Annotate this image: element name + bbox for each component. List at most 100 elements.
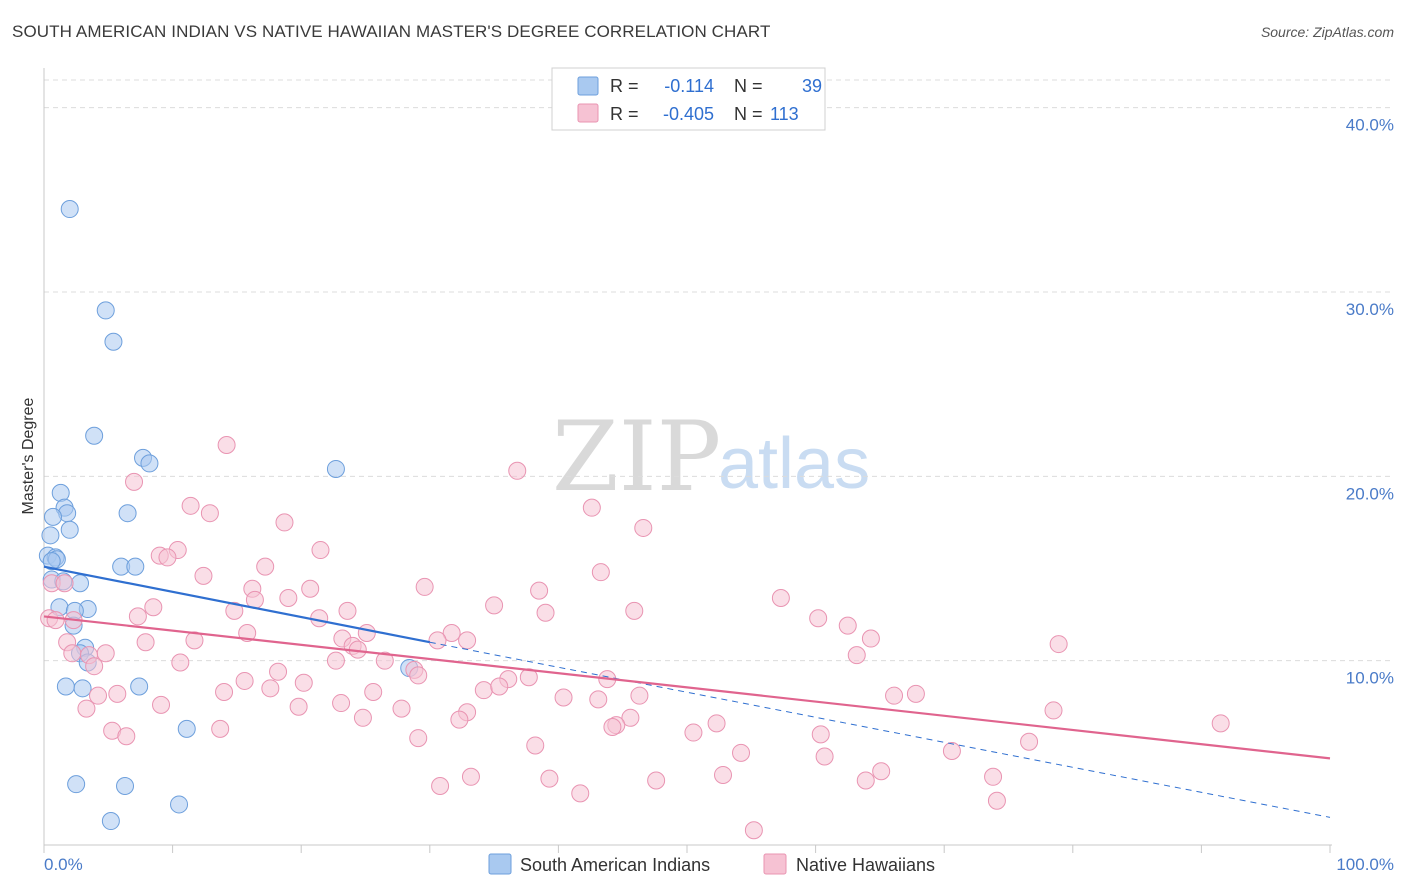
point-native-hawaiian-98 bbox=[1020, 732, 1039, 751]
point-south-american-indian-10 bbox=[118, 504, 137, 523]
point-native-hawaiian-20 bbox=[530, 581, 549, 600]
point-native-hawaiian-59 bbox=[269, 662, 288, 681]
point-native-hawaiian-13 bbox=[591, 563, 610, 582]
point-native-hawaiian-35 bbox=[46, 611, 65, 630]
point-native-hawaiian-69 bbox=[215, 683, 234, 701]
point-native-hawaiian-83 bbox=[77, 699, 96, 718]
point-south-american-indian-31 bbox=[56, 677, 75, 696]
point-native-hawaiian-19 bbox=[415, 577, 434, 596]
point-native-hawaiian-95 bbox=[811, 725, 830, 744]
point-native-hawaiian-44 bbox=[136, 633, 155, 652]
point-south-american-indian-3 bbox=[85, 426, 104, 445]
legend-n-label-2: N = bbox=[734, 104, 763, 124]
point-native-hawaiian-92 bbox=[211, 719, 230, 738]
point-south-american-indian-1 bbox=[96, 301, 115, 320]
point-native-hawaiian-1 bbox=[508, 461, 527, 480]
ticks: 10.0% 20.0% 30.0% 40.0% bbox=[43, 116, 1394, 853]
point-native-hawaiian-11 bbox=[158, 548, 177, 567]
point-native-hawaiian-68 bbox=[490, 677, 509, 696]
point-native-hawaiian-36 bbox=[838, 616, 857, 635]
y-tick-label-10: 10.0% bbox=[1346, 669, 1394, 688]
legend: R = -0.114 N = 39 R = -0.405 N = 113 bbox=[551, 67, 826, 131]
point-native-hawaiian-79 bbox=[152, 695, 171, 714]
point-native-hawaiian-29 bbox=[625, 601, 644, 620]
point-native-hawaiian-37 bbox=[238, 624, 257, 643]
trend-extension-south-american-indians bbox=[429, 641, 1331, 818]
point-south-american-indian-17 bbox=[42, 552, 61, 571]
legend-r-value-2: -0.405 bbox=[663, 104, 714, 124]
point-native-hawaiian-103 bbox=[872, 762, 891, 781]
point-south-american-indian-5 bbox=[140, 454, 159, 473]
point-south-american-indian-6 bbox=[326, 459, 345, 478]
point-native-hawaiian-0 bbox=[217, 435, 236, 454]
legend-swatch-pink bbox=[577, 103, 599, 123]
point-native-hawaiian-104 bbox=[714, 765, 733, 784]
point-native-hawaiian-109 bbox=[984, 767, 1003, 786]
legend-r-label-2: R = bbox=[610, 104, 639, 124]
point-native-hawaiian-7 bbox=[634, 518, 653, 537]
legend-n-value-1: 39 bbox=[802, 76, 822, 96]
point-native-hawaiian-84 bbox=[1044, 701, 1063, 720]
point-native-hawaiian-57 bbox=[85, 657, 104, 676]
point-native-hawaiian-101 bbox=[732, 743, 751, 762]
point-native-hawaiian-45 bbox=[185, 631, 204, 650]
chart-source: Source: ZipAtlas.com bbox=[1260, 24, 1394, 40]
point-native-hawaiian-72 bbox=[89, 686, 108, 705]
y-tick-label-40: 40.0% bbox=[1346, 116, 1394, 135]
point-native-hawaiian-6 bbox=[275, 513, 294, 532]
point-native-hawaiian-110 bbox=[431, 777, 450, 796]
point-native-hawaiian-90 bbox=[707, 714, 726, 733]
legend-swatch-blue bbox=[577, 76, 599, 96]
point-native-hawaiian-22 bbox=[279, 588, 298, 607]
point-native-hawaiian-39 bbox=[442, 624, 461, 643]
point-native-hawaiian-14 bbox=[194, 566, 213, 585]
point-native-hawaiian-96 bbox=[409, 729, 428, 748]
point-south-american-indian-36 bbox=[116, 777, 135, 796]
point-native-hawaiian-97 bbox=[117, 727, 136, 746]
point-native-hawaiian-73 bbox=[630, 686, 649, 705]
point-native-hawaiian-111 bbox=[571, 784, 590, 803]
point-native-hawaiian-113 bbox=[744, 821, 763, 840]
point-native-hawaiian-94 bbox=[684, 723, 703, 742]
point-native-hawaiian-53 bbox=[847, 646, 866, 665]
bottom-legend: South American Indians Native Hawaiians bbox=[488, 853, 935, 875]
point-native-hawaiian-50 bbox=[63, 644, 82, 663]
point-south-american-indian-13 bbox=[41, 526, 60, 545]
point-native-hawaiian-76 bbox=[554, 688, 573, 707]
y-tick-label-30: 30.0% bbox=[1346, 300, 1394, 319]
point-native-hawaiian-48 bbox=[1049, 635, 1068, 654]
series-south-american-indians bbox=[38, 200, 419, 831]
point-native-hawaiian-18 bbox=[301, 579, 320, 598]
point-native-hawaiian-67 bbox=[474, 681, 493, 700]
trend-line-native-hawaiians bbox=[43, 615, 1331, 760]
point-native-hawaiian-82 bbox=[289, 697, 308, 716]
point-native-hawaiian-41 bbox=[861, 629, 880, 648]
point-native-hawaiian-71 bbox=[108, 684, 127, 703]
point-native-hawaiian-86 bbox=[353, 708, 372, 727]
point-south-american-indian-34 bbox=[177, 719, 196, 738]
point-native-hawaiian-74 bbox=[885, 686, 904, 705]
x-tick-label-min: 0.0% bbox=[44, 855, 83, 874]
x-tick-label-max: 100.0% bbox=[1336, 855, 1394, 874]
point-native-hawaiian-12 bbox=[256, 557, 275, 576]
point-south-american-indian-12 bbox=[60, 520, 79, 539]
point-south-american-indian-0 bbox=[60, 200, 79, 219]
watermark-atlas: atlas bbox=[718, 424, 870, 504]
point-native-hawaiian-80 bbox=[392, 699, 411, 718]
chart-title: SOUTH AMERICAN INDIAN VS NATIVE HAWAIIAN… bbox=[12, 22, 771, 41]
point-native-hawaiian-38 bbox=[357, 624, 376, 643]
axes bbox=[43, 68, 1332, 846]
point-native-hawaiian-42 bbox=[458, 631, 477, 650]
point-native-hawaiian-25 bbox=[144, 598, 163, 617]
watermark-zip: ZIP bbox=[552, 401, 721, 513]
point-south-american-indian-35 bbox=[67, 775, 86, 794]
point-native-hawaiian-105 bbox=[461, 767, 480, 786]
point-native-hawaiian-33 bbox=[310, 609, 329, 628]
point-native-hawaiian-5 bbox=[200, 504, 219, 523]
point-south-american-indian-38 bbox=[101, 812, 120, 831]
point-native-hawaiian-32 bbox=[128, 607, 147, 626]
point-native-hawaiian-102 bbox=[815, 747, 834, 766]
bottom-legend-swatch-pink bbox=[763, 853, 787, 875]
point-south-american-indian-22 bbox=[71, 574, 90, 593]
